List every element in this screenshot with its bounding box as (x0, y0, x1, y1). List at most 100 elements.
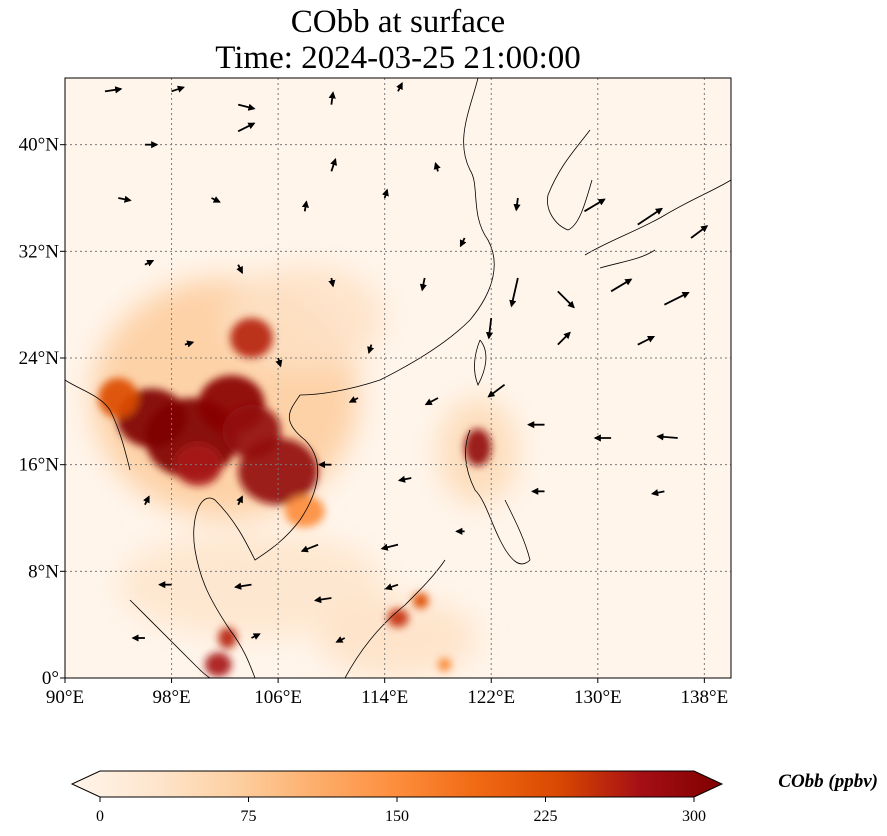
coastline-japan (584, 179, 731, 269)
wind-arrow (637, 335, 656, 346)
wind-arrow (104, 86, 123, 94)
wind-arrow (118, 195, 132, 203)
coastline-taiwan (474, 339, 487, 386)
longitude-tick-label: 106°E (254, 687, 302, 708)
wind-arrow (236, 264, 243, 274)
longitude-axis: 90°E 98°E 106°E 114°E 122°E 130°E 138°E (46, 678, 728, 708)
map-time-subtitle: Time: 2024-03-25 21:00:00 (215, 40, 581, 76)
cobb-hotspot-layer (98, 318, 492, 677)
coastline-myanmar (65, 379, 131, 471)
wind-arrow (211, 196, 221, 203)
wind-arrow (610, 278, 633, 293)
wind-arrow (330, 157, 337, 172)
wind-arrow (234, 582, 252, 590)
wind-arrow (509, 277, 519, 308)
wind-arrow (328, 91, 336, 105)
cobb-hotspot (174, 443, 223, 486)
wind-arrow (487, 383, 506, 398)
wind-arrow (144, 259, 155, 267)
wind-arrow (663, 291, 690, 306)
coastline-layer (65, 78, 731, 678)
longitude-tick-label: 122°E (467, 687, 515, 708)
cobb-hotspot (387, 608, 409, 628)
cobb-hotspot (218, 627, 237, 649)
map-title: CObb at surface (290, 4, 506, 40)
coastline-philippines (465, 429, 531, 565)
cobb-hotspot (98, 378, 139, 418)
wind-arrow (485, 317, 494, 340)
wind-arrow (433, 161, 441, 172)
cobb-hotspot (238, 438, 319, 505)
wind-arrow (237, 103, 256, 111)
wind-arrow (650, 489, 665, 497)
colorbar: 0 75 150 225 300 CObb (ppbv) (70, 770, 878, 825)
latitude-axis: 0° 8°N 16°N 24°N 32°N 40°N (19, 135, 65, 689)
map-frame (64, 77, 732, 679)
wind-arrow (275, 357, 283, 368)
wind-arrow (301, 200, 309, 212)
wind-vector-layer (104, 82, 709, 643)
coastline-borneo (344, 559, 446, 678)
latitude-tick-label: 32°N (19, 241, 60, 262)
wind-arrow (251, 633, 261, 640)
coastline-korea (547, 129, 593, 231)
coastline-china-east (299, 78, 495, 396)
colorbar-tick-label: 75 (241, 808, 257, 825)
cobb-hotspot (204, 652, 232, 677)
wind-arrow (424, 397, 439, 406)
longitude-tick-label: 90°E (46, 687, 84, 708)
latitude-tick-label: 24°N (19, 348, 60, 369)
coastline-indochina (193, 394, 319, 678)
colorbar-tick-label: 0 (96, 808, 104, 825)
wind-arrow (313, 595, 332, 604)
colorbar-label: CObb (ppbv) (778, 771, 878, 792)
wind-arrow (381, 188, 389, 199)
wind-arrow (300, 543, 319, 553)
wind-arrow (396, 82, 403, 92)
wind-arrow (397, 475, 412, 483)
cobb-hotspot (437, 658, 452, 672)
cobb-hotspot (284, 495, 325, 528)
wind-arrow (656, 433, 678, 441)
cobb-hotspot (412, 592, 429, 609)
wind-arrow (328, 277, 336, 288)
wind-arrow (184, 340, 195, 348)
cobb-hotspot (464, 428, 492, 467)
wind-arrow (513, 197, 521, 212)
coastline-sumatra (129, 599, 211, 678)
longitude-tick-label: 114°E (361, 687, 408, 708)
wind-arrow (690, 225, 709, 239)
map-panel (65, 78, 731, 678)
longitude-tick-label: 138°E (681, 687, 729, 708)
wind-arrow (348, 396, 359, 403)
wind-arrow (236, 495, 243, 506)
gridlines (65, 78, 731, 678)
wind-arrow (584, 198, 606, 213)
latitude-tick-label: 0° (42, 668, 59, 689)
wind-arrow (419, 277, 427, 292)
wind-arrow (171, 85, 185, 93)
colorbar-gradient (70, 770, 724, 798)
latitude-tick-label: 40°N (19, 135, 60, 156)
cobb-hotspot (230, 318, 273, 358)
wind-arrow (557, 290, 575, 309)
wind-arrow (237, 122, 256, 133)
longitude-tick-label: 98°E (152, 687, 190, 708)
latitude-tick-label: 16°N (19, 455, 60, 476)
wind-arrow (367, 344, 375, 355)
colorbar-tick-label: 225 (534, 808, 558, 825)
wind-arrow (459, 237, 467, 248)
colorbar-tick-label: 150 (385, 808, 409, 825)
wind-arrow (384, 583, 399, 591)
wind-arrow (143, 495, 150, 506)
wind-arrow (557, 331, 571, 346)
wind-arrow (380, 543, 399, 551)
longitude-tick-label: 130°E (574, 687, 622, 708)
wind-arrow (335, 636, 346, 643)
cobb-haze-region (318, 598, 478, 678)
wind-arrow (637, 207, 663, 226)
colorbar-ticks: 0 75 150 225 300 (96, 797, 706, 825)
latitude-tick-label: 8°N (28, 561, 59, 582)
colorbar-tick-label: 300 (682, 808, 706, 825)
